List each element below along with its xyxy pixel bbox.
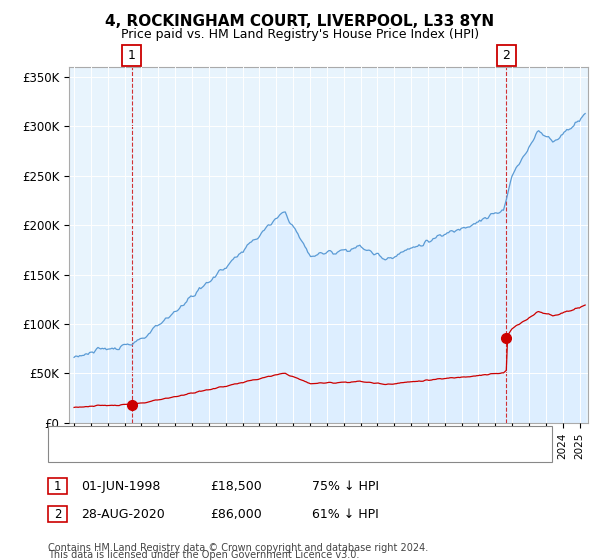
Text: 2: 2 xyxy=(54,507,61,521)
Text: 1: 1 xyxy=(128,49,136,62)
Text: 4, ROCKINGHAM COURT, LIVERPOOL, L33 8YN: 4, ROCKINGHAM COURT, LIVERPOOL, L33 8YN xyxy=(106,14,494,29)
Text: 2: 2 xyxy=(503,49,511,62)
Text: This data is licensed under the Open Government Licence v3.0.: This data is licensed under the Open Gov… xyxy=(48,550,359,560)
Text: 61% ↓ HPI: 61% ↓ HPI xyxy=(312,507,379,521)
Text: HPI: Average price, detached house, Knowsley: HPI: Average price, detached house, Know… xyxy=(93,447,352,457)
Text: 28-AUG-2020: 28-AUG-2020 xyxy=(81,507,165,521)
Text: 1: 1 xyxy=(54,479,61,493)
Text: 4, ROCKINGHAM COURT, LIVERPOOL, L33 8YN (detached house): 4, ROCKINGHAM COURT, LIVERPOOL, L33 8YN … xyxy=(93,431,451,441)
Text: Price paid vs. HM Land Registry's House Price Index (HPI): Price paid vs. HM Land Registry's House … xyxy=(121,28,479,41)
Text: Contains HM Land Registry data © Crown copyright and database right 2024.: Contains HM Land Registry data © Crown c… xyxy=(48,543,428,553)
Text: £18,500: £18,500 xyxy=(210,479,262,493)
Text: 75% ↓ HPI: 75% ↓ HPI xyxy=(312,479,379,493)
Text: £86,000: £86,000 xyxy=(210,507,262,521)
Text: 01-JUN-1998: 01-JUN-1998 xyxy=(81,479,160,493)
